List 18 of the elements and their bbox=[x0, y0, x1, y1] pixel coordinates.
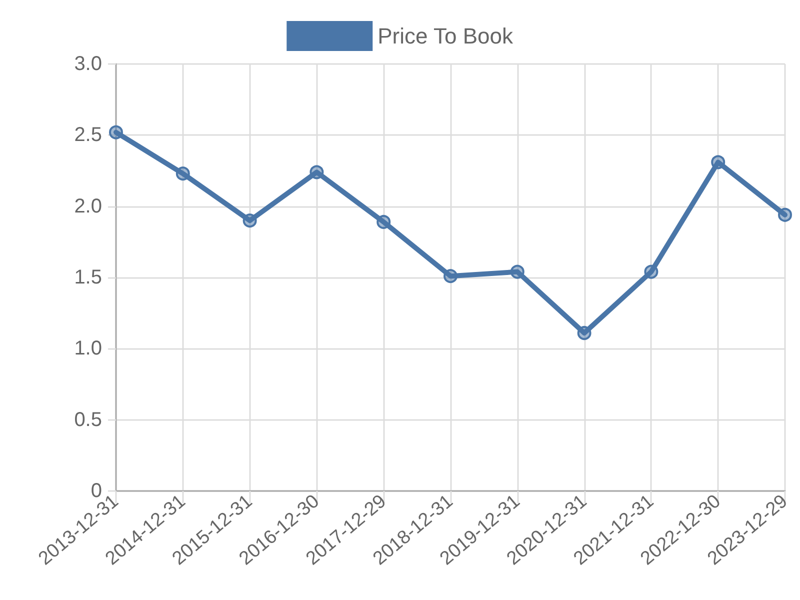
point bbox=[577, 326, 592, 340]
point bbox=[644, 264, 658, 279]
y-tick-label: 1.5 bbox=[74, 266, 102, 288]
point bbox=[444, 269, 458, 284]
legend-label: Price To Book bbox=[378, 24, 514, 48]
point bbox=[711, 155, 726, 170]
y-tick-label: 1.0 bbox=[74, 338, 102, 360]
point bbox=[778, 208, 792, 222]
y-tick-label: 0 bbox=[90, 480, 102, 502]
y-tick-label: 0.5 bbox=[74, 408, 102, 431]
point bbox=[242, 214, 257, 228]
point bbox=[376, 214, 391, 229]
point bbox=[510, 264, 524, 279]
point bbox=[310, 165, 324, 180]
y-tick-label: 2.0 bbox=[74, 195, 102, 218]
y-tick-label: 3.0 bbox=[74, 53, 102, 75]
point bbox=[176, 166, 190, 181]
y-tick-label: 2.5 bbox=[74, 124, 102, 146]
